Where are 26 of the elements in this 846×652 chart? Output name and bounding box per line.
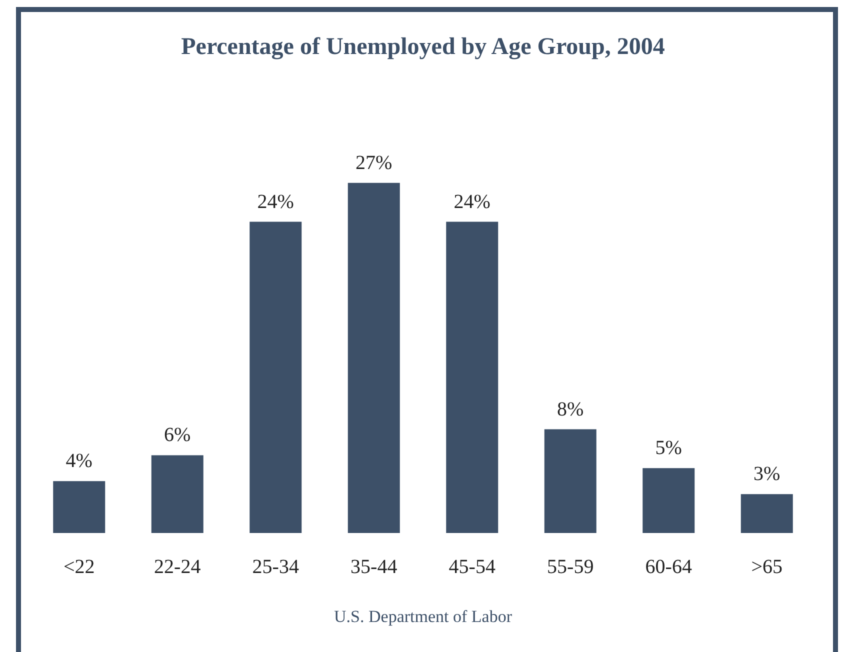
bar xyxy=(446,222,498,533)
bar xyxy=(348,182,400,533)
chart-title: Percentage of Unemployed by Age Group, 2004 xyxy=(181,34,665,60)
bar xyxy=(740,494,793,533)
data-label: 3% xyxy=(754,463,780,486)
x-tick-label: 45-54 xyxy=(448,556,496,578)
data-label: 24% xyxy=(454,190,490,213)
data-label: 5% xyxy=(655,437,682,460)
x-tick-label: >65 xyxy=(751,556,783,578)
data-label: 27% xyxy=(356,152,392,174)
bar xyxy=(53,481,106,533)
data-label: 6% xyxy=(164,424,191,446)
bar xyxy=(642,468,695,533)
x-tick-label: 55-59 xyxy=(547,556,594,578)
bar xyxy=(151,455,204,533)
x-tick-label: <22 xyxy=(63,556,95,578)
bar xyxy=(544,429,596,533)
data-label: 24% xyxy=(257,190,294,213)
x-tick-label: 22-24 xyxy=(154,556,201,578)
data-label: 8% xyxy=(557,398,584,420)
text: U.S. Department of Labor xyxy=(334,607,512,626)
x-tick-label: 60-64 xyxy=(645,556,692,578)
data-label: 4% xyxy=(66,450,92,472)
bar xyxy=(250,222,302,533)
x-tick-label: 25-34 xyxy=(252,556,299,578)
x-tick-label: 35-44 xyxy=(350,556,398,578)
